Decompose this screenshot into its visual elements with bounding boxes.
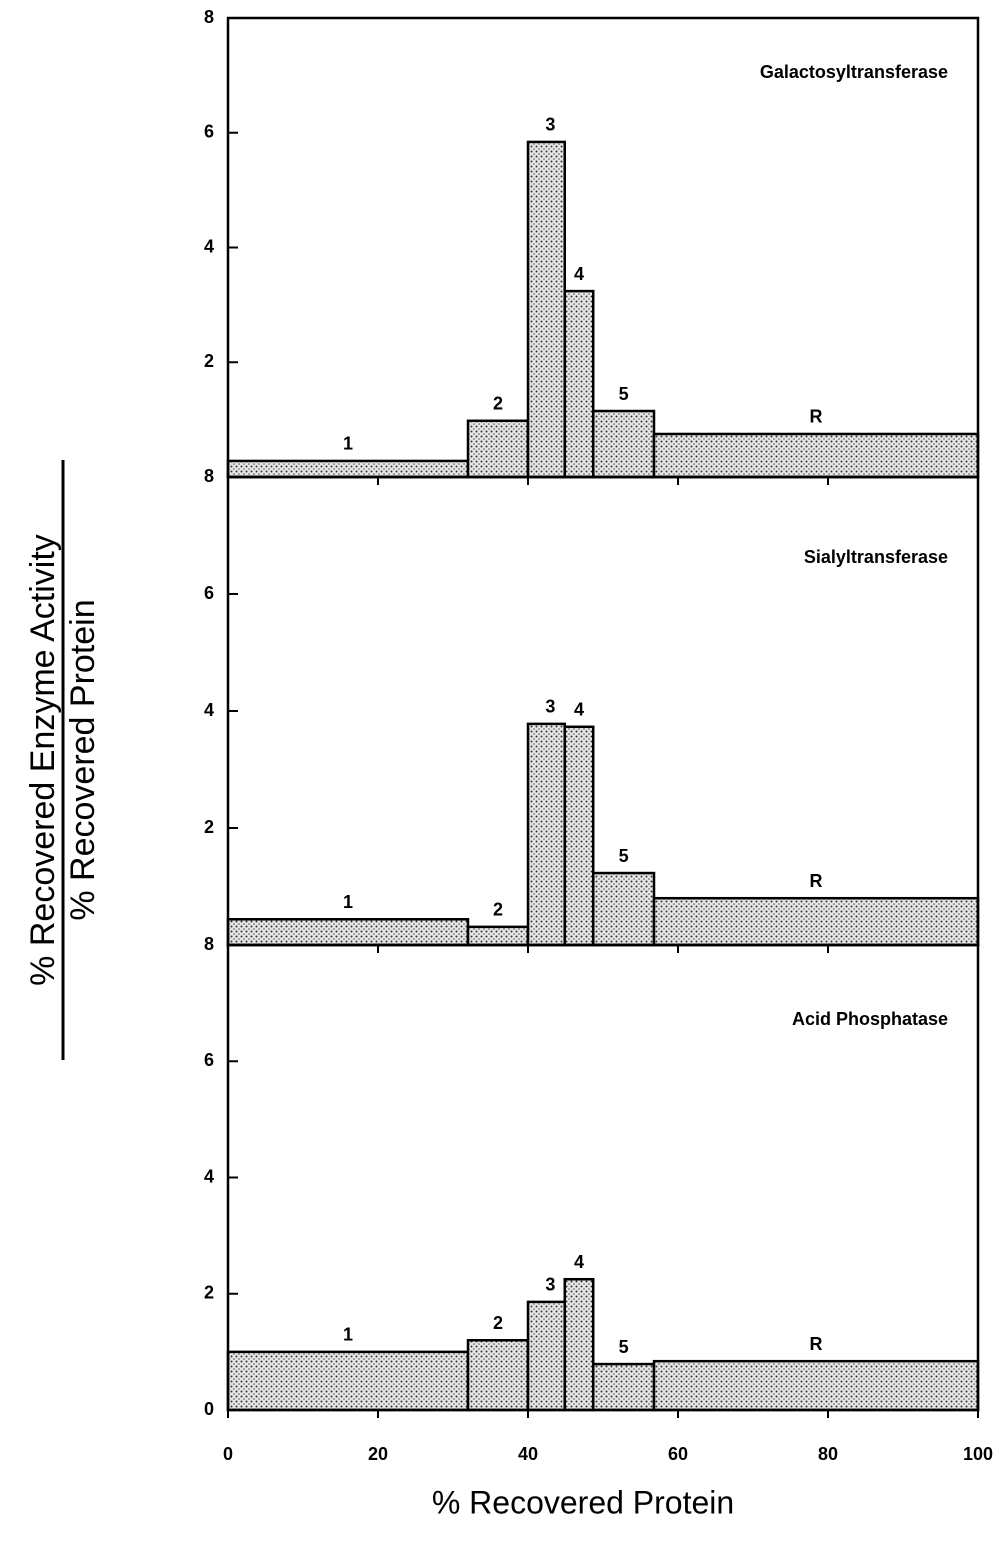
bar — [652, 1359, 980, 1412]
bar — [226, 459, 470, 479]
x-axis-label: % Recovered Protein — [432, 1484, 734, 1520]
bar-label: R — [810, 407, 823, 427]
bar — [226, 1350, 470, 1412]
bar-label: R — [810, 1334, 823, 1354]
panel-title: Sialyltransferase — [804, 547, 948, 567]
bar — [592, 409, 656, 479]
y-tick-label: 4 — [204, 236, 214, 256]
y-tick-label: 2 — [204, 351, 214, 371]
bar-label: 3 — [545, 697, 555, 717]
y-tick-label: 6 — [204, 583, 214, 603]
y-tick-label: 2 — [204, 817, 214, 837]
bar-label: R — [810, 871, 823, 891]
bar — [592, 1362, 656, 1412]
bar-label: 2 — [493, 900, 503, 920]
bar-label: 2 — [493, 394, 503, 414]
y-tick-label: 8 — [204, 7, 214, 27]
bar-label: 5 — [619, 846, 629, 866]
x-tick-label: 60 — [668, 1444, 688, 1464]
bar-label: 4 — [574, 264, 584, 284]
bar — [226, 918, 470, 947]
y-label-denominator: % Recovered Protein — [64, 599, 102, 920]
bar — [592, 871, 656, 947]
bar — [526, 140, 566, 479]
y-tick-label: 8 — [204, 466, 214, 486]
bar-label: 5 — [619, 1337, 629, 1357]
bar-label: 4 — [574, 1252, 584, 1272]
panel-title: Galactosyltransferase — [760, 62, 948, 82]
bar — [466, 925, 530, 947]
bar — [466, 1339, 530, 1412]
y-tick-label: 0 — [204, 1399, 214, 1419]
bar — [466, 419, 530, 479]
panel-title: Acid Phosphatase — [792, 1009, 948, 1029]
bar-label: 1 — [343, 434, 353, 454]
y-tick-label: 6 — [204, 1050, 214, 1070]
bar — [526, 1300, 566, 1412]
x-tick-label: 0 — [223, 1444, 233, 1464]
y-tick-label: 4 — [204, 1166, 214, 1186]
x-tick-label: 40 — [518, 1444, 538, 1464]
bar-label: 3 — [545, 1275, 555, 1295]
bar-label: 2 — [493, 1313, 503, 1333]
y-tick-label: 4 — [204, 700, 214, 720]
bar — [563, 1277, 595, 1412]
bar — [652, 432, 980, 479]
x-tick-label: 100 — [963, 1444, 993, 1464]
y-label-numerator: % Recovered Enzyme Activity — [24, 534, 62, 986]
x-tick-label: 80 — [818, 1444, 838, 1464]
bar — [652, 896, 980, 947]
bar-label: 5 — [619, 384, 629, 404]
y-tick-label: 6 — [204, 122, 214, 142]
bar-label: 3 — [545, 115, 555, 135]
x-tick-label: 20 — [368, 1444, 388, 1464]
y-tick-label: 2 — [204, 1283, 214, 1303]
y-tick-label: 8 — [204, 934, 214, 954]
bar — [563, 289, 595, 479]
bar — [563, 725, 595, 947]
plot-frame — [226, 16, 980, 479]
bar-label: 1 — [343, 1325, 353, 1345]
y-axis-label: % Recovered Enzyme Activity % Recovered … — [24, 460, 102, 1060]
bar — [526, 722, 566, 947]
bar-label: 1 — [343, 892, 353, 912]
bar-label: 4 — [574, 700, 584, 720]
